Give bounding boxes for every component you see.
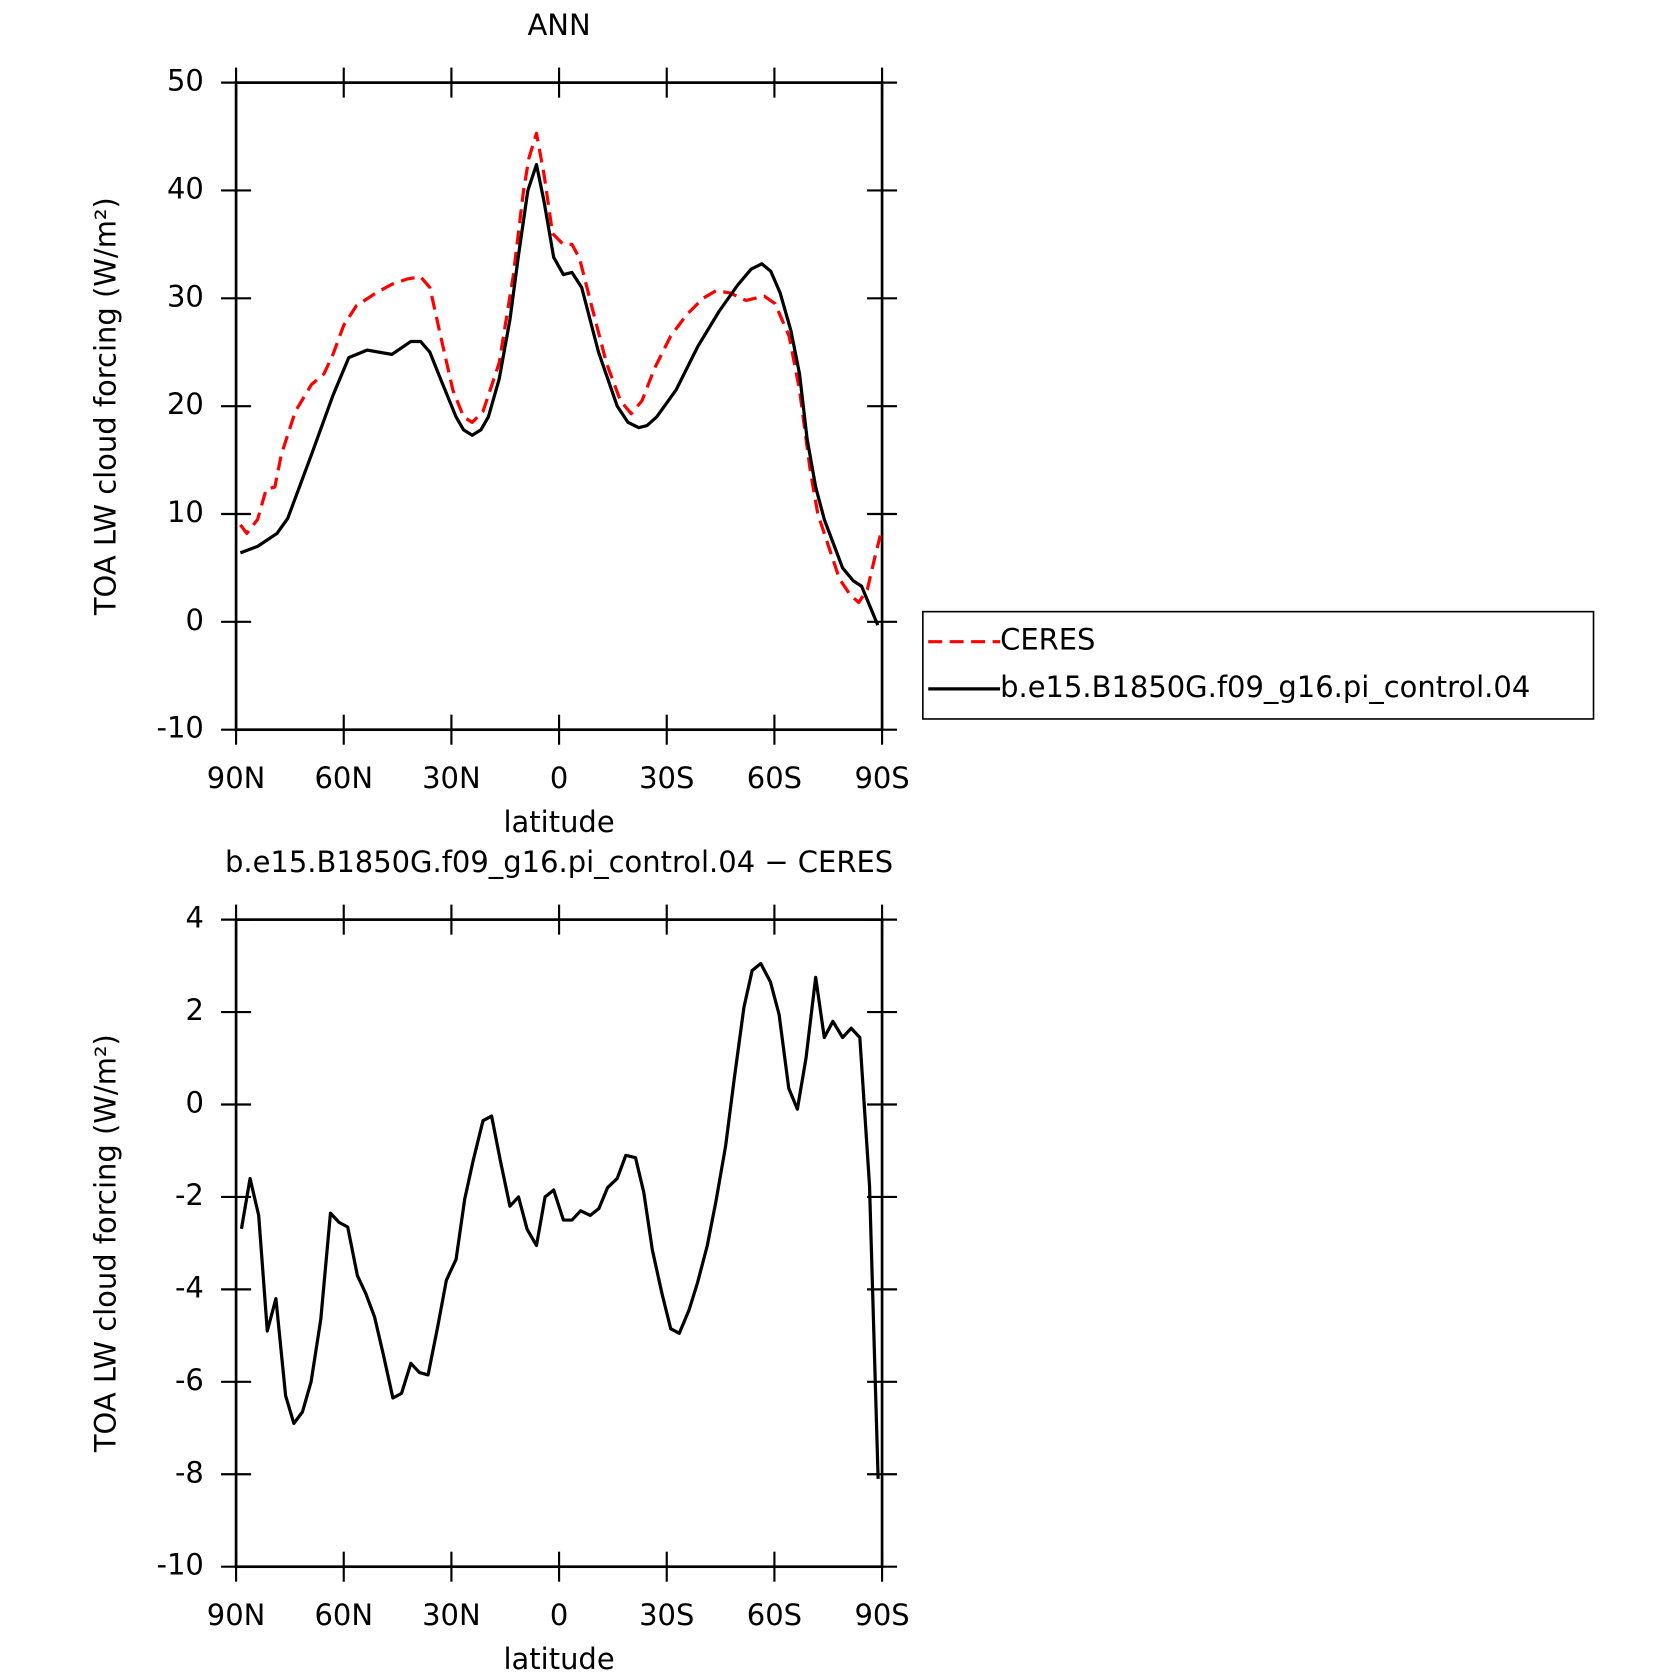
data-line (239, 961, 880, 1479)
y-tick-label: 0 (185, 1086, 203, 1120)
y-tick-label: -10 (157, 1548, 204, 1582)
chart-title: ANN (527, 8, 590, 42)
y-axis-label: TOA LW cloud forcing (W/m²) (88, 1034, 122, 1453)
x-tick-label: 30N (422, 1598, 481, 1632)
x-tick-label: 60N (314, 761, 373, 795)
x-tick-label: 30S (639, 761, 694, 795)
x-tick-label: 0 (550, 761, 568, 795)
plot-frame (234, 918, 884, 1569)
x-tick-label: 0 (550, 1598, 568, 1632)
x-tick-label: 90N (207, 1598, 266, 1632)
y-tick-label: -8 (175, 1455, 204, 1489)
y-axis-label: TOA LW cloud forcing (W/m²) (88, 197, 122, 616)
data-line (239, 162, 880, 626)
x-tick-label: 60N (314, 1598, 373, 1632)
y-tick-label: -6 (175, 1363, 204, 1397)
x-tick-label: 60S (747, 761, 802, 795)
x-axis-label: latitude (504, 1642, 615, 1674)
plot-frame (234, 81, 884, 732)
x-tick-label: 30S (639, 1598, 694, 1632)
y-tick-label: 20 (167, 387, 204, 421)
y-tick-label: -10 (157, 711, 204, 745)
legend-box (922, 610, 1595, 720)
y-tick-label: 10 (167, 495, 204, 529)
x-axis-label: latitude (504, 805, 615, 839)
legend-label: CERES (1000, 623, 1095, 657)
y-tick-label: -2 (175, 1178, 204, 1212)
y-tick-label: 50 (167, 64, 204, 98)
y-tick-label: 40 (167, 171, 204, 205)
y-tick-label: 30 (167, 279, 204, 313)
y-tick-label: 4 (185, 901, 203, 935)
y-tick-label: 0 (185, 603, 203, 637)
legend-label: b.e15.B1850G.f09_g16.pi_control.04 (1000, 670, 1530, 704)
x-tick-label: 90N (207, 761, 266, 795)
x-tick-label: 90S (854, 761, 909, 795)
data-line (239, 131, 882, 605)
x-tick-label: 90S (854, 1598, 909, 1632)
chart-title: b.e15.B1850G.f09_g16.pi_control.04 − CER… (225, 845, 893, 879)
y-tick-label: 2 (185, 993, 203, 1027)
x-tick-label: 30N (422, 761, 481, 795)
y-tick-label: -4 (175, 1270, 204, 1304)
x-tick-label: 60S (747, 1598, 802, 1632)
